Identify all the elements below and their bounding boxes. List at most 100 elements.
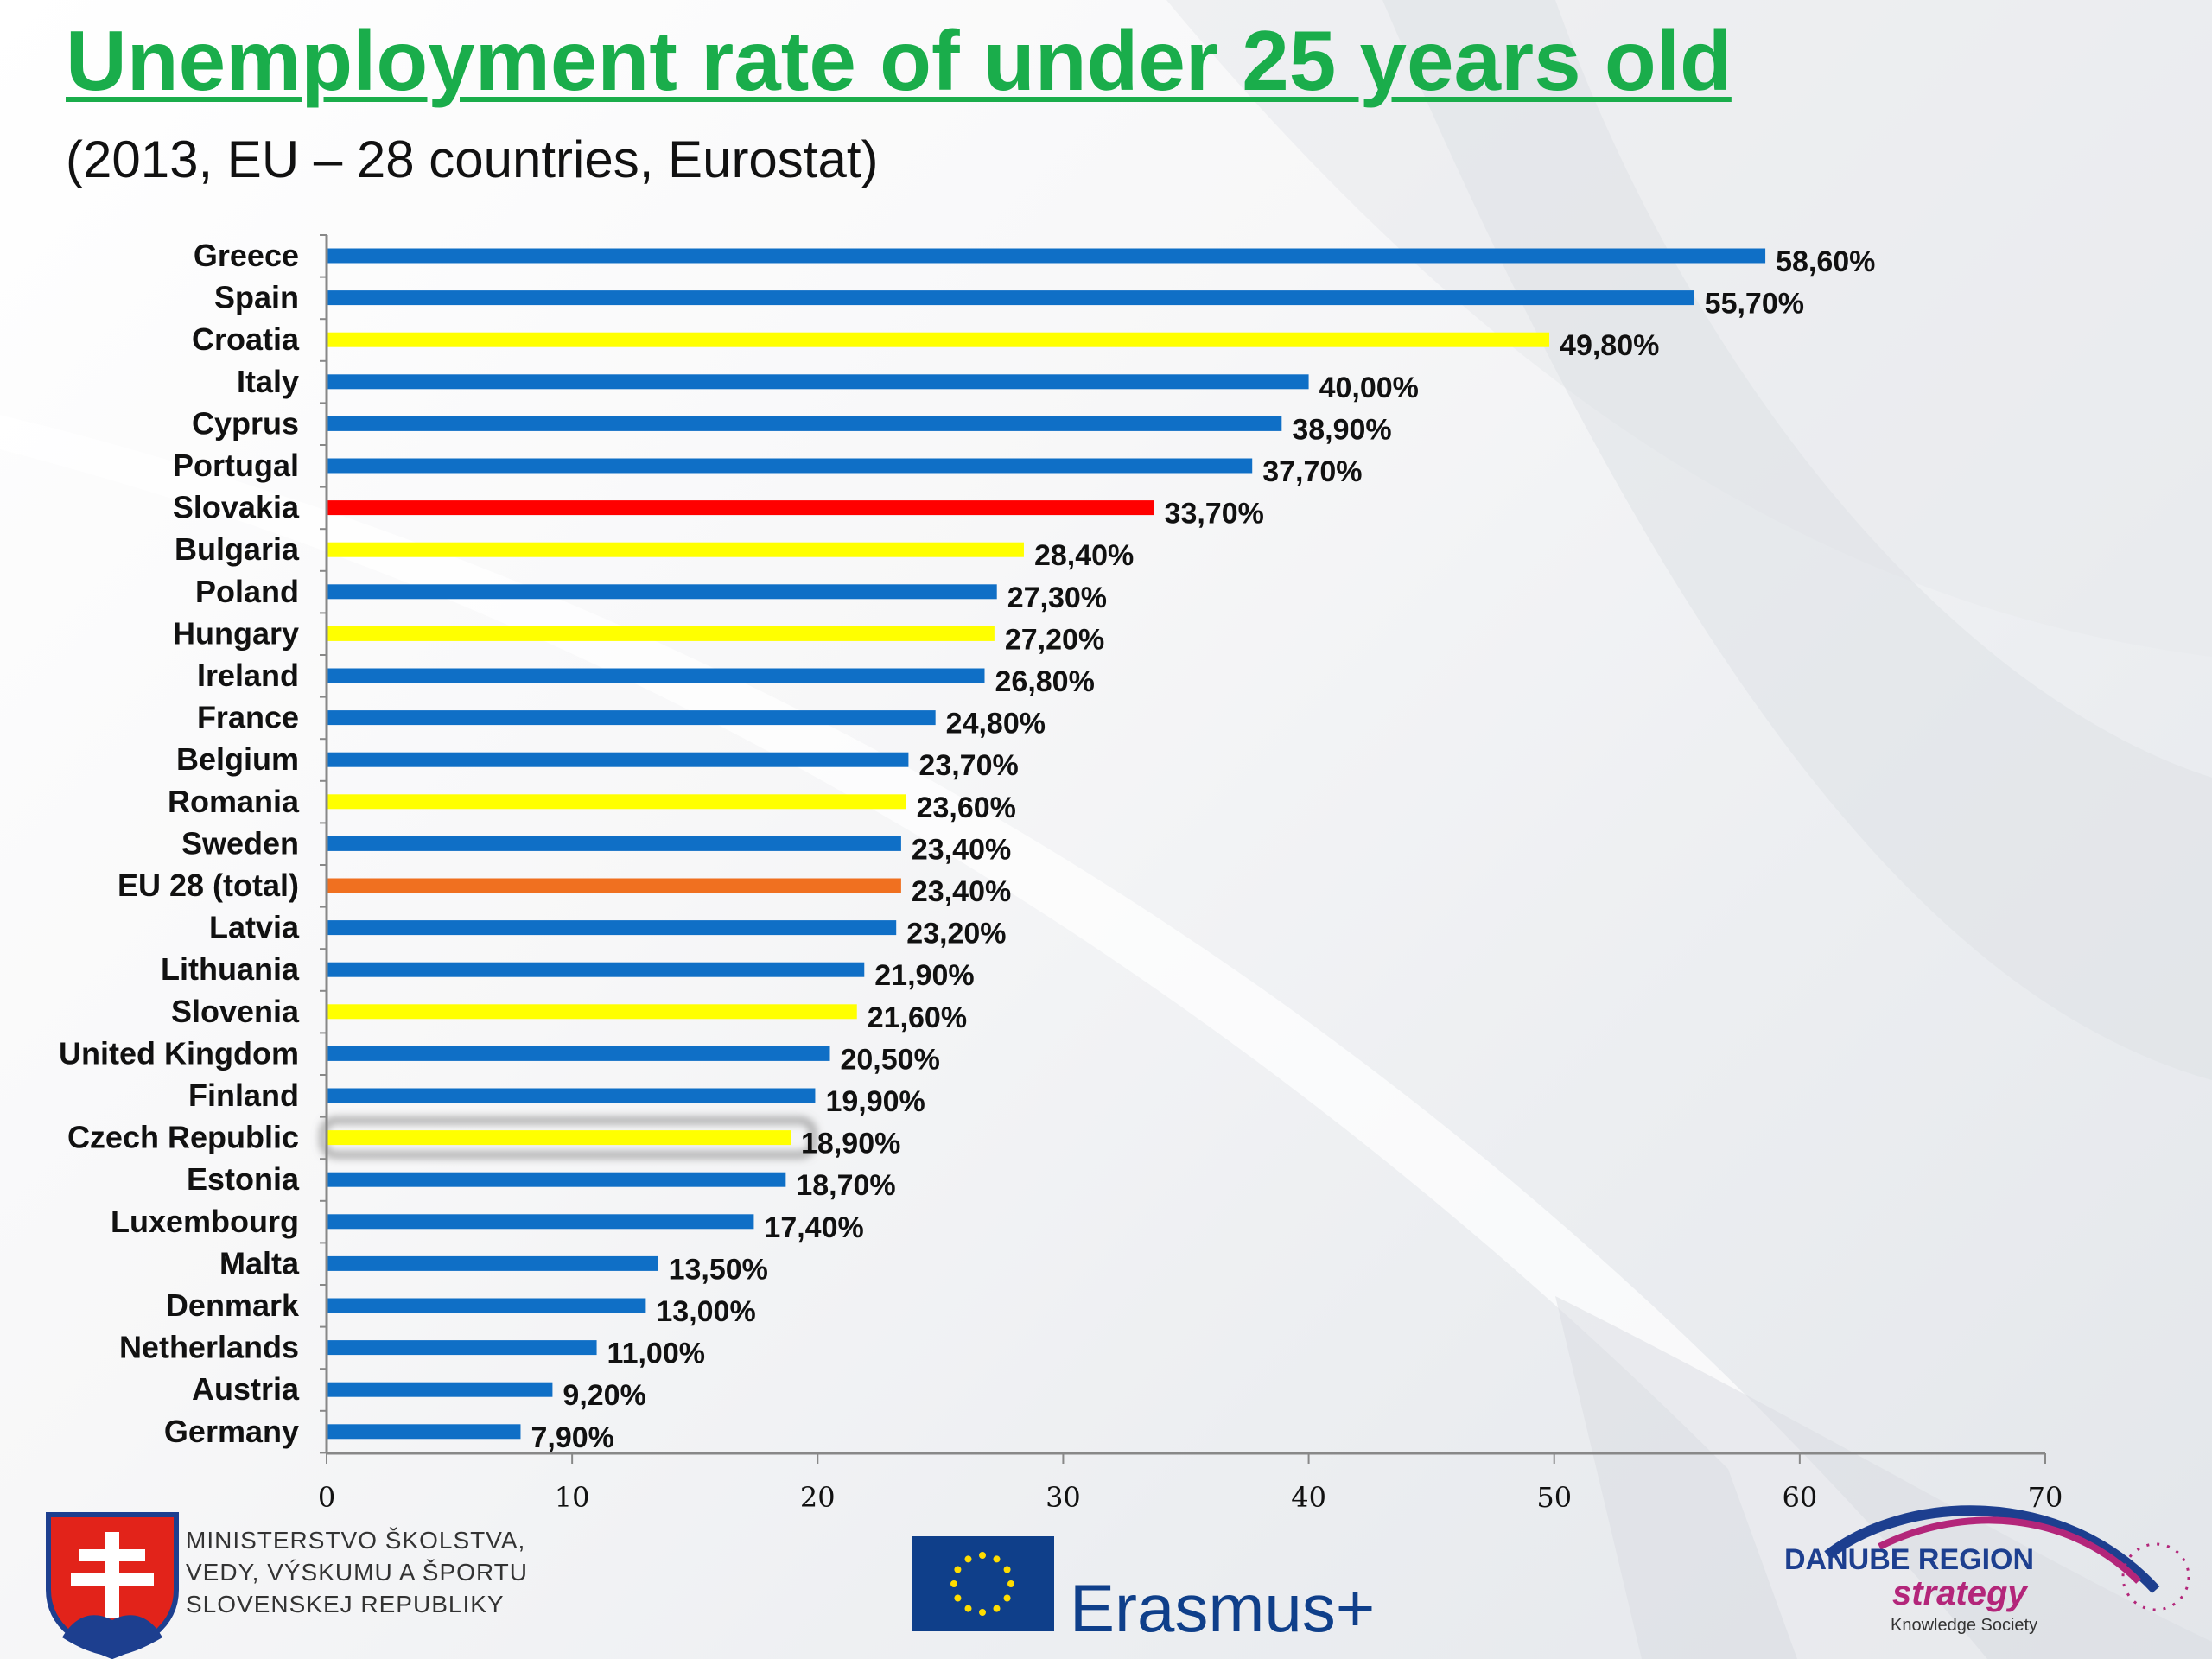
bar <box>327 962 865 977</box>
slovak-coat-of-arms-icon <box>46 1512 179 1659</box>
value-label: 18,90% <box>801 1128 900 1160</box>
x-tick-label: 30 <box>1046 1481 1081 1514</box>
bar <box>327 1004 857 1020</box>
bar <box>327 1340 597 1356</box>
value-label: 23,20% <box>906 918 1006 950</box>
ministry-line: MINISTERSTVO ŠKOLSTVA, <box>186 1527 526 1554</box>
eu-star <box>1003 1566 1011 1573</box>
x-tick-label: 10 <box>555 1481 590 1514</box>
bar <box>327 500 1154 516</box>
x-tick-label: 20 <box>800 1481 836 1514</box>
bar <box>327 1172 786 1187</box>
eu-star <box>1003 1594 1011 1602</box>
danube-title: DANUBE REGION <box>1784 1543 2035 1576</box>
ministry-line: VEDY, VÝSKUMU A ŠPORTU <box>186 1559 528 1586</box>
bar <box>327 1214 754 1230</box>
value-label: 23,60% <box>917 791 1016 824</box>
bar <box>327 248 1766 264</box>
value-label: 55,70% <box>1705 288 1804 321</box>
eu-star <box>964 1555 972 1563</box>
x-tick-label: 60 <box>1782 1481 1817 1514</box>
category-label: Estonia <box>187 1161 300 1197</box>
bar <box>327 1424 521 1440</box>
value-label: 17,40% <box>764 1211 863 1244</box>
highlight-frame <box>321 1118 816 1158</box>
eu-star <box>993 1555 1001 1563</box>
bar <box>327 752 909 767</box>
bar <box>327 836 901 851</box>
value-label: 49,80% <box>1560 329 1659 362</box>
value-label: 13,50% <box>669 1253 768 1286</box>
category-label: Malta <box>219 1245 300 1281</box>
eu-star <box>954 1566 962 1573</box>
eu-star <box>964 1605 972 1612</box>
x-axis: 0 10 20 30 40 50 60 70 <box>318 234 2063 1514</box>
bar <box>327 920 897 936</box>
value-label: 21,90% <box>874 959 974 992</box>
category-label: Finland <box>188 1077 299 1113</box>
value-label: 58,60% <box>1776 245 1875 278</box>
ministry-text: MINISTERSTVO ŠKOLSTVA, VEDY, VÝSKUMU A Š… <box>186 1524 528 1620</box>
x-tick-label: 50 <box>1536 1481 1572 1514</box>
value-label: 23,40% <box>912 875 1011 908</box>
category-label: Sweden <box>181 825 299 861</box>
value-label: 33,70% <box>1165 498 1264 531</box>
bar <box>327 458 1253 474</box>
danube-arc-icon <box>1824 1505 2190 1611</box>
category-label: Latvia <box>209 910 300 945</box>
bar <box>327 710 936 726</box>
bar <box>327 332 1550 347</box>
erasmus-logo-text: Erasmus+ <box>1070 1570 1376 1646</box>
eu-star <box>954 1594 962 1602</box>
bar <box>327 1255 658 1271</box>
bar <box>327 1130 791 1146</box>
eu-star <box>979 1552 986 1559</box>
bar <box>327 794 906 810</box>
bar <box>327 668 985 683</box>
value-label: 23,40% <box>912 833 1011 866</box>
category-label: France <box>197 700 299 735</box>
value-label: 24,80% <box>946 708 1046 741</box>
x-tick-label: 70 <box>2028 1481 2063 1514</box>
bar <box>327 1382 553 1397</box>
value-label: 20,50% <box>840 1043 939 1076</box>
bar <box>327 1046 830 1061</box>
value-label: 38,90% <box>1292 413 1391 446</box>
x-tick-label: 40 <box>1291 1481 1326 1514</box>
category-label: Croatia <box>192 321 300 357</box>
bar <box>327 1088 816 1103</box>
category-label: Bulgaria <box>175 531 300 567</box>
value-label: 13,00% <box>656 1295 755 1328</box>
category-label: Slovakia <box>173 490 300 525</box>
danube-subtitle: Knowledge Society <box>1891 1616 2038 1635</box>
bar <box>327 416 1282 431</box>
category-label: Romania <box>168 784 300 819</box>
category-label: Cyprus <box>192 405 299 441</box>
value-label: 27,30% <box>1007 582 1107 614</box>
bar <box>327 374 1309 390</box>
bar <box>327 878 901 893</box>
eu-flag-icon <box>912 1536 1054 1631</box>
category-label: Portugal <box>173 448 299 483</box>
x-tick-label: 0 <box>318 1481 335 1514</box>
value-label: 40,00% <box>1319 372 1419 404</box>
category-label: Lithuania <box>161 951 300 987</box>
bar <box>327 290 1694 306</box>
category-label: Poland <box>195 574 299 609</box>
value-label: 26,80% <box>995 665 1095 698</box>
category-label: Spain <box>214 280 299 315</box>
value-label: 23,70% <box>918 749 1018 782</box>
category-label: Austria <box>192 1371 300 1407</box>
page-subtitle: (2013, EU – 28 countries, Eurostat) <box>66 130 879 188</box>
category-label: Germany <box>164 1414 299 1449</box>
value-labels: 58,60% 55,70% 49,80% 40,00% 38,90% 37,70% 33,7… <box>531 245 1875 1454</box>
bars <box>327 248 1766 1440</box>
category-label: Luxembourg <box>111 1204 299 1239</box>
value-label: 28,40% <box>1034 539 1134 572</box>
bar <box>327 1298 646 1313</box>
category-label: Czech Republic <box>67 1120 299 1155</box>
value-label: 11,00% <box>607 1338 705 1370</box>
eu-star <box>950 1580 957 1587</box>
